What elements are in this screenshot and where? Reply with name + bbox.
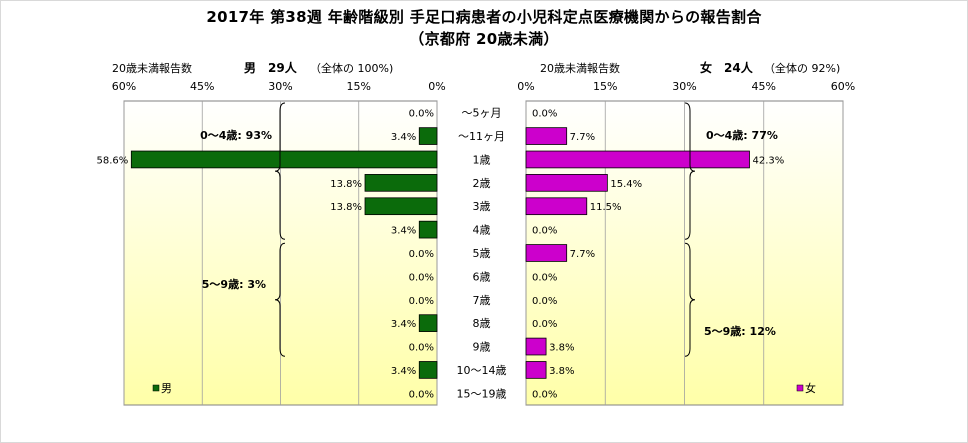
male-tick-label: 45% bbox=[190, 80, 214, 93]
female-data-label: 0.0% bbox=[532, 296, 557, 307]
male-bar bbox=[418, 220, 438, 239]
male-brace-5-9 bbox=[274, 242, 286, 357]
male-data-label: 3.4% bbox=[391, 366, 416, 377]
female-bar bbox=[525, 361, 547, 379]
female-tick-label: 60% bbox=[831, 80, 855, 93]
male-bar bbox=[418, 127, 438, 145]
female-data-label: 3.8% bbox=[549, 343, 574, 354]
male-data-label: 13.8% bbox=[330, 179, 362, 190]
male-data-label: 0.0% bbox=[409, 109, 434, 120]
female-bar bbox=[525, 337, 547, 356]
male-data-label: 3.4% bbox=[391, 132, 416, 143]
male-data-label: 58.6% bbox=[97, 155, 129, 166]
male-data-label: 3.4% bbox=[391, 226, 416, 237]
female-header-count: 24人 bbox=[724, 61, 753, 75]
female-data-label: 0.0% bbox=[532, 272, 557, 283]
male-annotation-0-4: 0～4歳: 93% bbox=[200, 128, 272, 142]
female-legend-swatch bbox=[796, 384, 804, 392]
category-label: 6歳 bbox=[473, 270, 491, 283]
male-bar bbox=[418, 361, 438, 379]
male-tick-label: 15% bbox=[347, 80, 371, 93]
category-label: 1歳 bbox=[473, 153, 491, 166]
chart-title: 2017年 第38週 年齢階級別 手足口病患者の小児科定点医療機関からの報告割合 bbox=[206, 8, 762, 26]
male-legend-label: 男 bbox=[161, 382, 172, 395]
female-data-label: 7.7% bbox=[570, 132, 595, 143]
male-header-total: （全体の 100%) bbox=[310, 62, 394, 75]
category-label: 5歳 bbox=[473, 247, 491, 260]
female-tick-label: 30% bbox=[672, 80, 696, 93]
female-brace-5-9 bbox=[684, 242, 696, 357]
female-data-label: 0.0% bbox=[532, 109, 557, 120]
category-label: 8歳 bbox=[473, 317, 491, 330]
female-data-label: 3.8% bbox=[549, 366, 574, 377]
male-tick-label: 30% bbox=[268, 80, 292, 93]
female-legend-label: 女 bbox=[805, 381, 816, 395]
male-header-count: 29人 bbox=[268, 61, 297, 75]
female-data-label: 42.3% bbox=[752, 155, 784, 166]
male-bar bbox=[130, 150, 438, 169]
male-data-label: 0.0% bbox=[409, 249, 434, 260]
male-data-label: 3.4% bbox=[391, 319, 416, 330]
male-annotation-5-9: 5～9歳: 3% bbox=[202, 277, 266, 291]
male-data-label: 0.0% bbox=[409, 343, 434, 354]
category-label: 4歳 bbox=[473, 224, 491, 237]
category-label: 15～19歳 bbox=[457, 387, 507, 400]
male-bar bbox=[418, 314, 438, 332]
female-bar bbox=[525, 244, 568, 262]
female-data-label: 15.4% bbox=[610, 179, 642, 190]
male-brace-0-4 bbox=[274, 102, 286, 240]
female-header-sex: 女 bbox=[700, 61, 713, 75]
male-data-label: 13.8% bbox=[330, 202, 362, 213]
female-data-label: 0.0% bbox=[532, 389, 557, 400]
male-header-label: 20歳未満報告数 bbox=[112, 62, 192, 75]
female-bar bbox=[525, 150, 750, 169]
category-label: 9歳 bbox=[473, 341, 491, 354]
male-legend-swatch bbox=[152, 384, 160, 392]
female-header-label: 20歳未満報告数 bbox=[540, 62, 620, 75]
chart-subtitle: （京都府 20歳未満） bbox=[409, 30, 559, 48]
female-tick-label: 0% bbox=[517, 80, 534, 93]
female-annotation-5-9: 5～9歳: 12% bbox=[704, 324, 776, 338]
female-data-label: 0.0% bbox=[532, 226, 557, 237]
female-annotation-0-4: 0～4歳: 77% bbox=[706, 128, 778, 142]
male-tick-label: 0% bbox=[428, 80, 445, 93]
female-data-label: 0.0% bbox=[532, 319, 557, 330]
male-bar bbox=[364, 197, 438, 216]
female-header-total: （全体の 92%) bbox=[764, 62, 841, 75]
category-label: 10～14歳 bbox=[457, 364, 507, 377]
category-label: ～11ヶ月 bbox=[458, 130, 505, 143]
category-label: ～5ヶ月 bbox=[462, 107, 502, 120]
female-tick-label: 15% bbox=[593, 80, 617, 93]
female-bar bbox=[525, 197, 588, 216]
male-data-label: 0.0% bbox=[409, 296, 434, 307]
category-label: 3歳 bbox=[473, 200, 491, 213]
male-tick-label: 60% bbox=[112, 80, 136, 93]
category-label: 7歳 bbox=[473, 294, 491, 307]
female-tick-label: 45% bbox=[752, 80, 776, 93]
female-brace-0-4 bbox=[684, 102, 696, 240]
male-data-label: 0.0% bbox=[409, 389, 434, 400]
female-data-label: 7.7% bbox=[570, 249, 595, 260]
male-bar bbox=[364, 174, 438, 192]
female-bar bbox=[525, 174, 608, 192]
male-header-sex: 男 bbox=[244, 61, 257, 75]
male-data-label: 0.0% bbox=[409, 272, 434, 283]
female-data-label: 11.5% bbox=[590, 202, 622, 213]
female-bar bbox=[525, 127, 568, 145]
category-label: 2歳 bbox=[473, 177, 491, 190]
